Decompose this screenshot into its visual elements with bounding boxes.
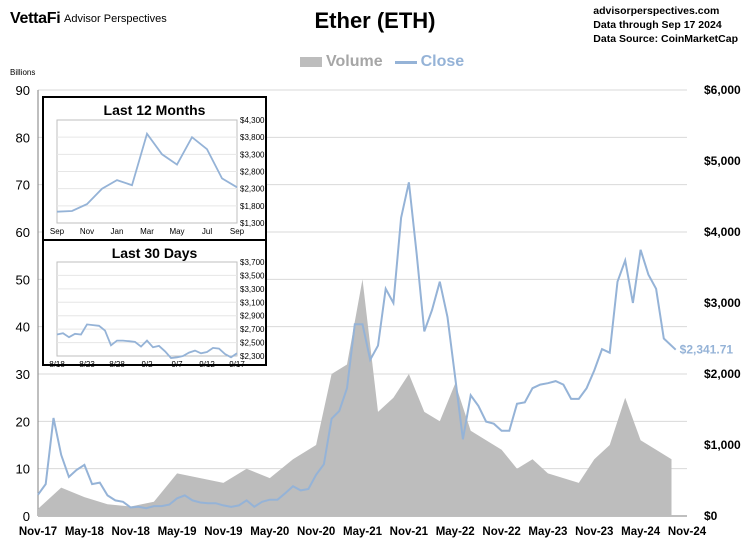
inset-12m-x-tick-label: Sep bbox=[230, 227, 245, 236]
inset-30d-y-tick-label: $3,700 bbox=[240, 258, 265, 267]
y-left-tick-label: 40 bbox=[16, 320, 30, 335]
y-left-tick-label: 30 bbox=[16, 367, 30, 382]
volume-area bbox=[38, 279, 672, 516]
inset-30d-y-tick-label: $2,300 bbox=[240, 352, 265, 361]
inset-30d-x-tick-label: 9/17 bbox=[229, 360, 245, 369]
x-tick-label: May-19 bbox=[158, 526, 197, 538]
x-tick-label: May-21 bbox=[343, 526, 383, 538]
chart-title: Ether (ETH) bbox=[314, 8, 436, 33]
inset-12m-close-line bbox=[56, 131, 238, 213]
inset-12m-y-tick-label: $1,300 bbox=[240, 219, 265, 228]
legend-close-label: Close bbox=[420, 53, 465, 70]
x-tick-label: Nov-23 bbox=[575, 526, 613, 538]
inset-12m-y-tick-label: $1,800 bbox=[240, 202, 265, 211]
source-block: advisorperspectives.com Data through Sep… bbox=[593, 4, 738, 46]
inset-30d-y-tick-label: $2,500 bbox=[240, 339, 265, 348]
x-tick-label: Nov-24 bbox=[668, 526, 707, 538]
y-left-tick-label: 0 bbox=[23, 509, 30, 524]
inset-30d-x-tick-label: 8/23 bbox=[79, 360, 95, 369]
advisor-perspectives-label: Advisor Perspectives bbox=[64, 13, 167, 25]
vettafi-logo: VettaFi bbox=[10, 10, 61, 27]
x-tick-label: Nov-21 bbox=[390, 526, 429, 538]
inset-12m-y-tick-label: $3,800 bbox=[240, 133, 265, 142]
inset-30d-close-line bbox=[56, 323, 238, 359]
x-tick-label: Nov-22 bbox=[482, 526, 520, 538]
y-right-tick-label: $4,000 bbox=[704, 225, 741, 239]
legend-volume-swatch bbox=[300, 57, 322, 67]
x-tick-label: May-24 bbox=[621, 526, 661, 538]
x-tick-label: May-22 bbox=[436, 526, 475, 538]
inset-12m-x-tick-label: Mar bbox=[140, 227, 154, 236]
source-line-site: advisorperspectives.com bbox=[593, 5, 720, 17]
inset-12m-y-tick-label: $3,300 bbox=[240, 150, 265, 159]
y-left-tick-label: 10 bbox=[16, 462, 30, 477]
y-right-tick-label: $2,000 bbox=[704, 367, 741, 381]
legend: Volume Close bbox=[300, 53, 464, 71]
y-left-tick-label: 90 bbox=[16, 83, 30, 98]
y-right-tick-label: $3,000 bbox=[704, 296, 741, 310]
y-right-tick-label: $0 bbox=[704, 509, 718, 523]
y-right-tick-label: $5,000 bbox=[704, 154, 741, 168]
x-tick-label: Nov-20 bbox=[297, 526, 335, 538]
source-line-date: Data through Sep 17 2024 bbox=[593, 19, 722, 31]
inset-12m-x-tick-label: Jan bbox=[111, 227, 124, 236]
x-tick-label: May-20 bbox=[250, 526, 289, 538]
y-left-tick-label: 80 bbox=[16, 130, 30, 145]
y-right-tick-label: $6,000 bbox=[704, 83, 741, 97]
inset-12m-x-tick-label: Jul bbox=[202, 227, 212, 236]
inset-12m-title: Last 12 Months bbox=[104, 102, 206, 118]
x-tick-label: May-23 bbox=[528, 526, 567, 538]
inset-30d-y-tick-label: $3,300 bbox=[240, 285, 265, 294]
inset-30d-x-tick-label: 8/28 bbox=[109, 360, 125, 369]
inset-30d-x-tick-label: 9/2 bbox=[141, 360, 153, 369]
inset-30d-title: Last 30 Days bbox=[112, 245, 198, 261]
y-right-tick-label: $1,000 bbox=[704, 438, 741, 452]
last-value-label: $2,341.71 bbox=[680, 343, 734, 357]
legend-volume-label: Volume bbox=[326, 53, 383, 70]
x-tick-label: May-18 bbox=[65, 526, 105, 538]
left-axis-units-label: Billions bbox=[10, 68, 36, 77]
inset-12m-y-tick-label: $2,300 bbox=[240, 185, 265, 194]
source-line-provider: Data Source: CoinMarketCap bbox=[593, 33, 738, 45]
close-price-line bbox=[37, 182, 677, 510]
inset-30d-plot-frame bbox=[56, 261, 238, 357]
inset-30d-y-tick-label: $2,700 bbox=[240, 325, 265, 334]
x-tick-label: Nov-19 bbox=[204, 526, 242, 538]
inset-12m-x-tick-label: May bbox=[169, 227, 184, 236]
y-left-tick-label: 60 bbox=[16, 225, 30, 240]
legend-close-swatch bbox=[394, 60, 417, 64]
inset-30d-y-tick-label: $3,100 bbox=[240, 298, 265, 307]
x-tick-label: Nov-18 bbox=[112, 526, 151, 538]
inset-12m-x-tick-label: Nov bbox=[80, 227, 94, 236]
inset-30d-x-tick-label: 9/12 bbox=[199, 360, 215, 369]
inset-12m-y-tick-label: $2,800 bbox=[240, 168, 265, 177]
x-tick-label: Nov-17 bbox=[19, 526, 57, 538]
inset-30d-y-tick-label: $3,500 bbox=[240, 271, 265, 280]
inset-12m-x-tick-label: Sep bbox=[50, 227, 65, 236]
inset-30d-x-tick-label: 8/18 bbox=[49, 360, 65, 369]
y-left-tick-label: 20 bbox=[16, 414, 30, 429]
inset-12m-y-tick-label: $4,300 bbox=[240, 116, 265, 125]
inset-30d-x-tick-label: 9/7 bbox=[171, 360, 183, 369]
inset-12m-box bbox=[42, 96, 267, 241]
inset-30d-y-tick-label: $2,900 bbox=[240, 312, 265, 321]
y-left-tick-label: 70 bbox=[16, 178, 30, 193]
y-left-tick-label: 50 bbox=[16, 272, 30, 287]
